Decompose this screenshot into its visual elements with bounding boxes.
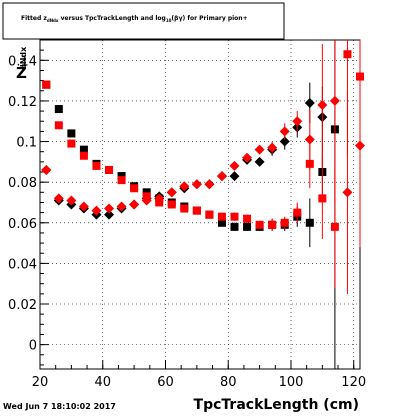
data-point-diamond bbox=[154, 193, 165, 204]
data-point-square bbox=[330, 222, 339, 231]
data-point-square bbox=[54, 105, 63, 114]
data-point-square bbox=[268, 220, 277, 229]
x-axis: 20 40 60 80 100 120 bbox=[32, 360, 366, 390]
data-point-square bbox=[318, 194, 327, 203]
data-point-diamond bbox=[267, 142, 278, 153]
data-point-square bbox=[230, 222, 239, 231]
data-point-square bbox=[54, 121, 63, 130]
data-point-square bbox=[230, 212, 239, 221]
series-3 bbox=[41, 40, 365, 294]
x-tick-label: 120 bbox=[341, 375, 366, 390]
plot-frame bbox=[39, 39, 361, 370]
data-point-diamond bbox=[179, 181, 190, 192]
data-point-diamond bbox=[329, 95, 340, 106]
data-point-diamond bbox=[229, 160, 240, 171]
x-tick-label: 20 bbox=[32, 375, 49, 390]
data-point-square bbox=[105, 165, 114, 174]
y-axis: 0 0.02 0.04 0.06 0.08 0.1 0.12 0.14 bbox=[8, 49, 49, 366]
chart-title: Fitted zdNdx versus TpcTrackLength and l… bbox=[21, 15, 248, 23]
data-point-square bbox=[167, 200, 176, 209]
y-tick-label: 0.08 bbox=[8, 176, 37, 191]
data-point-square bbox=[243, 222, 252, 231]
data-point-diamond bbox=[53, 193, 64, 204]
data-point-diamond bbox=[116, 201, 127, 212]
y-tick-label: 0.04 bbox=[8, 257, 37, 272]
y-tick-label: 0.14 bbox=[8, 54, 37, 69]
data-point-diamond bbox=[229, 171, 240, 182]
data-point-square bbox=[130, 184, 139, 193]
data-point-diamond bbox=[279, 126, 290, 137]
data-point-diamond bbox=[355, 140, 365, 151]
data-point-diamond bbox=[129, 199, 140, 210]
data-point-diamond bbox=[141, 195, 152, 206]
y-tick-label: 0.02 bbox=[8, 298, 37, 313]
y-axis-label: Z bbox=[16, 64, 27, 82]
data-point-square bbox=[280, 218, 289, 227]
data-point-diamond bbox=[242, 152, 253, 163]
data-point-diamond bbox=[166, 187, 177, 198]
data-point-diamond bbox=[204, 179, 215, 190]
data-point-square bbox=[192, 206, 201, 215]
data-point-square bbox=[79, 151, 88, 160]
data-point-diamond bbox=[304, 134, 315, 145]
data-point-square bbox=[305, 218, 314, 227]
x-tick-label: 60 bbox=[157, 375, 174, 390]
data-point-square bbox=[92, 161, 101, 170]
data-point-square bbox=[217, 218, 226, 227]
y-tick-label: 0 bbox=[29, 339, 37, 354]
data-point-diamond bbox=[254, 156, 265, 167]
data-point-diamond bbox=[41, 164, 52, 175]
x-tick-label: 80 bbox=[220, 375, 237, 390]
data-point-square bbox=[117, 176, 126, 185]
x-axis-label: TpcTrackLength (cm) bbox=[194, 397, 359, 413]
data-point-square bbox=[180, 204, 189, 213]
data-point-diamond bbox=[191, 179, 202, 190]
data-point-square bbox=[67, 139, 76, 148]
data-point-square bbox=[343, 50, 352, 59]
x-tick-label: 100 bbox=[279, 375, 304, 390]
data-point-square bbox=[142, 188, 151, 197]
data-point-diamond bbox=[304, 97, 315, 108]
data-point-diamond bbox=[66, 195, 77, 206]
footer-timestamp: Wed Jun 7 18:10:02 2017 bbox=[3, 402, 116, 411]
data-point-square bbox=[67, 129, 76, 138]
data-point-diamond bbox=[216, 171, 227, 182]
data-point-square bbox=[255, 220, 264, 229]
data-point-square bbox=[217, 212, 226, 221]
data-point-square bbox=[205, 210, 214, 219]
x-tick-label: 40 bbox=[94, 375, 111, 390]
data-point-diamond bbox=[317, 99, 328, 110]
y-axis-label-subscript: dNdx bbox=[19, 46, 28, 70]
data-point-diamond bbox=[104, 209, 115, 220]
data-point-square bbox=[79, 145, 88, 154]
data-marks bbox=[41, 40, 365, 369]
gridlines bbox=[40, 40, 360, 369]
data-point-diamond bbox=[78, 201, 89, 212]
data-point-square bbox=[293, 208, 302, 217]
data-point-diamond bbox=[292, 116, 303, 127]
data-point-square bbox=[243, 214, 252, 223]
data-point-square bbox=[42, 80, 51, 89]
data-point-diamond bbox=[104, 203, 115, 214]
data-point-diamond bbox=[91, 205, 102, 216]
y-tick-label: 0.1 bbox=[16, 136, 37, 151]
data-point-diamond bbox=[279, 136, 290, 147]
data-point-square bbox=[117, 172, 126, 181]
y-tick-label: 0.12 bbox=[8, 95, 37, 110]
title-box: Fitted zdNdx versus TpcTrackLength and l… bbox=[2, 2, 285, 40]
y-tick-label: 0.06 bbox=[8, 217, 37, 232]
data-point-diamond bbox=[254, 144, 265, 155]
data-point-diamond bbox=[342, 187, 353, 198]
